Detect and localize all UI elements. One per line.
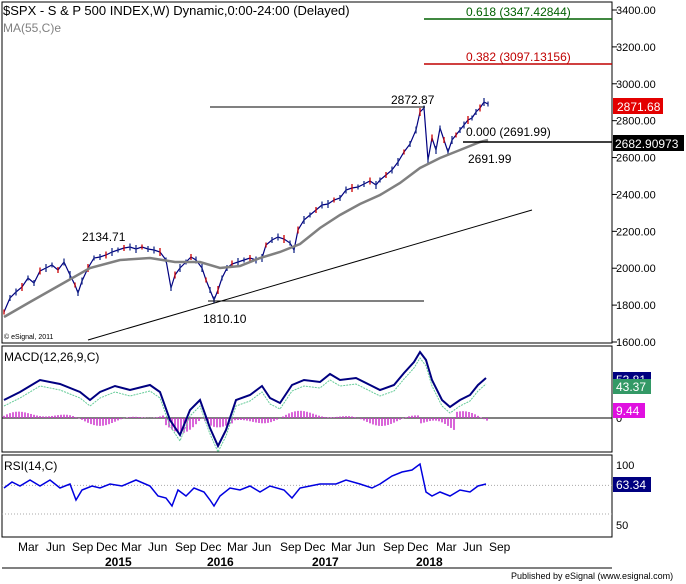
- rsi-badge: [613, 477, 651, 492]
- x-tick-label: Jun: [463, 540, 482, 554]
- signal-value: 43.37: [616, 380, 646, 394]
- signal-line: [3, 357, 487, 454]
- rsi-50-label: 50: [616, 520, 628, 532]
- price-frame: [1, 1, 613, 344]
- x-tick-label: Sep: [72, 540, 94, 554]
- axes: 1600.00 1800.00 2000.00 2200.00 2400.00 2600.…: [18, 5, 656, 569]
- price-y-tick-label: 2400.00: [616, 189, 656, 201]
- ma-value-badge: [613, 135, 684, 151]
- macd-frame: [1, 345, 613, 453]
- price-y-tick-label: 2000.00: [616, 263, 656, 275]
- x-tick-label: Jun: [46, 540, 65, 554]
- x-tick-label: Dec: [304, 540, 325, 554]
- year-label: 2015: [105, 555, 132, 569]
- x-tick-label: Sep: [280, 540, 302, 554]
- histogram-badge: [613, 403, 645, 418]
- ma-line: [3, 138, 489, 319]
- year-label: 2018: [416, 555, 443, 569]
- x-tick-label: Mar: [227, 540, 248, 554]
- rsi-line: [3, 462, 487, 508]
- chart-title: $SPX - S & P 500 INDEX,W) Dynamic,0:00-2…: [3, 3, 350, 18]
- x-tick-label: Jun: [356, 540, 375, 554]
- annotation-pivot: 2691.99: [468, 152, 512, 166]
- price-y-tick-label: 3000.00: [616, 79, 656, 91]
- x-tick-label: Mar: [121, 540, 142, 554]
- macd-zero-label: 0: [616, 413, 622, 425]
- last-price-value: 2871.68: [617, 100, 661, 114]
- rsi-value: 63.34: [616, 478, 646, 492]
- price-y-tick-label: 1600.00: [616, 337, 656, 349]
- x-tick-label: Mar: [331, 540, 352, 554]
- ma-value: 2682.90973: [615, 137, 679, 151]
- year-label: 2017: [312, 555, 339, 569]
- ma-legend: MA(55,C)e: [3, 21, 61, 35]
- annotation-fib-618: 0.618 (3347.42844): [466, 5, 571, 19]
- x-tick-label: Dec: [407, 540, 428, 554]
- published-footer: Published by eSignal (www.esignal.com): [511, 571, 673, 581]
- price-y-tick-label: 3200.00: [616, 42, 656, 54]
- x-tick-label: Mar: [18, 540, 39, 554]
- annotation-low: 1810.10: [203, 312, 247, 326]
- histogram-value: 9.44: [616, 404, 640, 418]
- rsi-panel: RSI(14,C) 100 50 63.34: [2, 459, 651, 532]
- annotation-fib-0: 0.000 (2691.99): [466, 125, 551, 139]
- x-tick-label: Jun: [252, 540, 271, 554]
- annotation-high: 2872.87: [391, 93, 435, 107]
- panel-frames: [1, 1, 613, 569]
- annotation-fib-382: 0.382 (3097.13156): [466, 50, 571, 64]
- rsi-100-label: 100: [616, 460, 634, 472]
- x-tick-label: Jun: [148, 540, 167, 554]
- x-tick-label: Sep: [383, 540, 405, 554]
- price-panel: 2872.87 2134.71 1810.10 2691.99 0.000 (2691.…: [3, 5, 684, 341]
- x-tick-label: Mar: [436, 540, 457, 554]
- price-y-tick-label: 3400.00: [616, 5, 656, 17]
- support-trendline: [87, 209, 533, 341]
- rsi-title: RSI(14,C): [4, 459, 57, 473]
- price-y-tick-label: 1800.00: [616, 300, 656, 312]
- x-tick-label: Dec: [96, 540, 117, 554]
- rsi-frame: [1, 454, 613, 538]
- x-tick-label: Sep: [489, 540, 511, 554]
- macd-title: MACD(12,26,9,C): [4, 350, 99, 364]
- price-y-tick-label: 2200.00: [616, 226, 656, 238]
- macd-panel: MACD(12,26,9,C)053.8143.379.44: [2, 350, 651, 454]
- x-tick-label: Dec: [200, 540, 221, 554]
- signal-badge: [613, 379, 651, 394]
- annotation-2015-high: 2134.71: [82, 230, 126, 244]
- price-y-tick-label: 2600.00: [616, 153, 656, 165]
- copyright-label: © eSignal, 2011: [4, 333, 54, 341]
- price-y-tick-label: 2800.00: [616, 116, 656, 128]
- macd-line: [3, 350, 487, 449]
- x-tick-label: Sep: [175, 540, 197, 554]
- year-label: 2016: [207, 555, 234, 569]
- last-price-badge: [613, 98, 663, 114]
